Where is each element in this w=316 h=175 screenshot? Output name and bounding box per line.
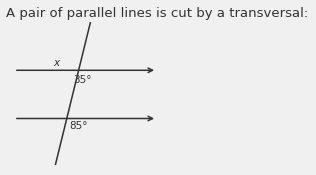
Text: 35°: 35° — [73, 75, 91, 85]
Text: A pair of parallel lines is cut by a transversal:: A pair of parallel lines is cut by a tra… — [6, 6, 309, 20]
Text: x: x — [53, 58, 60, 68]
Text: 85°: 85° — [69, 121, 88, 131]
